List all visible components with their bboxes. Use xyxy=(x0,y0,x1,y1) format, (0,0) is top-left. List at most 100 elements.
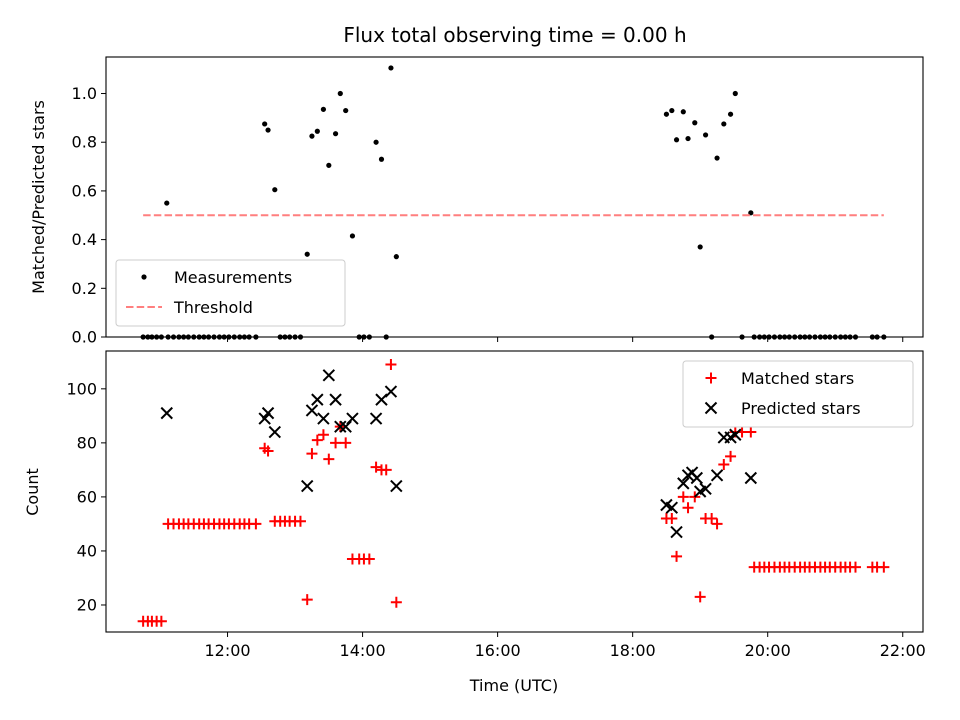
bottom-legend: Matched stars Predicted stars xyxy=(682,360,914,428)
bottom-series-1 xyxy=(160,369,758,539)
bottom-data-point xyxy=(711,518,723,530)
bottom-data-point xyxy=(160,406,173,420)
top-y-tick-label: 0.8 xyxy=(72,133,97,152)
bottom-x-tick-label: 20:00 xyxy=(745,641,791,660)
bottom-data-point xyxy=(301,479,314,493)
top-data-point xyxy=(697,244,703,250)
bottom-data-point xyxy=(380,464,392,476)
top-data-point xyxy=(337,90,343,97)
bottom-x-tick-label: 12:00 xyxy=(204,641,250,660)
top-y-tick-label: 1.0 xyxy=(72,84,97,103)
bottom-y-axis-label: Count xyxy=(23,468,42,516)
top-legend-entry: Threshold xyxy=(173,298,253,317)
bottom-legend-swatch xyxy=(705,372,717,384)
top-data-point xyxy=(748,210,754,216)
bottom-data-point xyxy=(666,513,678,525)
bottom-data-point xyxy=(268,425,282,439)
top-legend: Measurements Threshold xyxy=(115,259,346,327)
bottom-data-point xyxy=(744,471,758,485)
bottom-data-point xyxy=(262,445,274,457)
bottom-y-tick-label: 60 xyxy=(77,487,97,506)
bottom-data-point xyxy=(390,479,403,493)
bottom-x-tick-label: 16:00 xyxy=(475,641,521,660)
top-legend-entry: Measurements xyxy=(174,268,292,287)
top-data-point xyxy=(673,137,680,143)
bottom-data-point xyxy=(261,406,275,420)
top-data-point xyxy=(732,90,738,97)
top-data-point xyxy=(272,187,278,193)
bottom-axes-frame xyxy=(105,350,924,633)
bottom-series-0 xyxy=(137,359,890,627)
top-data-point xyxy=(265,127,271,133)
top-data-point xyxy=(727,111,734,117)
bottom-data-point xyxy=(322,369,336,382)
bottom-legend-box xyxy=(682,360,914,428)
bottom-data-point xyxy=(665,501,679,514)
bottom-data-point xyxy=(710,469,724,482)
bottom-y-tick-label: 40 xyxy=(77,541,97,560)
top-panel: 0.0 0.2 0.4 0.6 0.8 1.0 Measurements Threshold xyxy=(72,56,924,347)
bottom-y-tick-label: 80 xyxy=(77,433,97,452)
bottom-data-point xyxy=(729,428,742,441)
top-data-point xyxy=(373,139,379,145)
bottom-data-point xyxy=(718,458,730,470)
top-data-point xyxy=(669,107,675,114)
bottom-data-point xyxy=(294,515,306,527)
top-data-point xyxy=(663,111,670,117)
bottom-data-point xyxy=(670,525,683,539)
bottom-data-point xyxy=(706,513,718,525)
bottom-data-point xyxy=(301,594,313,606)
bottom-legend-entry: Predicted stars xyxy=(741,399,861,418)
top-data-point xyxy=(320,106,327,112)
bottom-data-point xyxy=(699,482,712,496)
bottom-data-point xyxy=(363,553,375,565)
top-y-tick-label: 0.2 xyxy=(72,279,97,298)
top-data-point xyxy=(692,120,698,126)
top-data-point xyxy=(164,200,170,206)
bottom-data-point xyxy=(317,429,329,441)
top-y-axis-label: Matched/Predicted stars xyxy=(29,100,48,294)
bottom-data-point xyxy=(878,561,890,573)
bottom-panel: 12:00 14:00 16:00 18:00 20:00 22:00 20 40 60 80 10… xyxy=(66,350,926,660)
bottom-data-point xyxy=(258,412,271,425)
bottom-data-point xyxy=(323,453,335,465)
bottom-data-point xyxy=(745,426,757,438)
bottom-data-point xyxy=(340,437,352,449)
bottom-data-point xyxy=(155,615,167,627)
top-data-point xyxy=(262,121,268,127)
bottom-legend-entry: Matched stars xyxy=(741,369,854,388)
top-legend-swatch xyxy=(141,274,147,280)
bottom-data-point xyxy=(317,412,330,425)
top-y-tick-label: 0.4 xyxy=(72,230,97,249)
top-data-point xyxy=(393,254,399,260)
bottom-data-point xyxy=(677,491,689,503)
bottom-y-tick-label: 100 xyxy=(66,379,97,398)
bottom-data-point xyxy=(384,385,398,398)
top-data-point xyxy=(332,131,339,137)
x-axis-label: Time (UTC) xyxy=(469,676,558,695)
top-data-point xyxy=(378,156,385,162)
top-data-point xyxy=(721,121,727,127)
bottom-data-point xyxy=(250,518,262,530)
bottom-x-tick-label: 18:00 xyxy=(610,641,656,660)
chart-title: Flux total observing time = 0.00 h xyxy=(343,23,686,47)
bottom-data-point xyxy=(330,437,342,449)
bottom-data-point xyxy=(311,393,324,406)
bottom-data-point xyxy=(311,434,323,446)
top-legend-box xyxy=(115,259,346,327)
bottom-data-point xyxy=(306,448,318,460)
top-data-point xyxy=(343,107,349,114)
top-data-point xyxy=(314,128,320,134)
bottom-data-point xyxy=(690,471,704,485)
top-data-point xyxy=(349,233,356,239)
top-data-point xyxy=(680,109,686,115)
top-data-point xyxy=(309,133,315,139)
top-data-point xyxy=(714,155,720,161)
bottom-data-point xyxy=(849,561,861,573)
bottom-data-point xyxy=(369,412,383,425)
top-axes-frame xyxy=(105,56,924,338)
top-y-tick-label: 0.0 xyxy=(72,328,97,347)
bottom-data-point xyxy=(346,412,359,425)
bottom-data-point xyxy=(305,404,319,417)
